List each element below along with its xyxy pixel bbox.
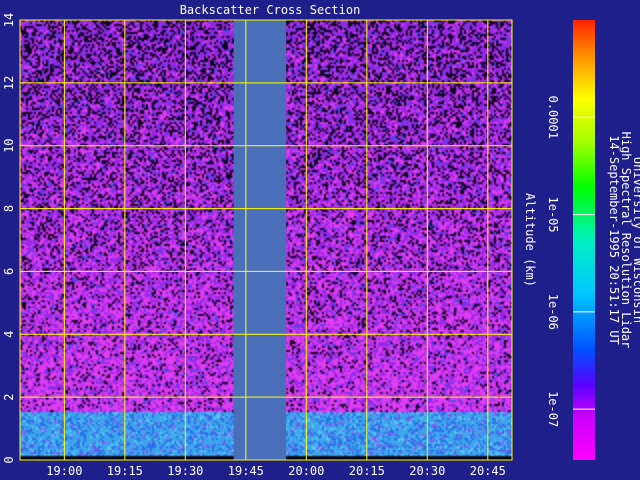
annotation-line-2: High Spectral Resolution Lidar — [619, 132, 633, 349]
x-tick-label: 19:15 — [107, 464, 143, 478]
y-axis-label: Altitude (km) — [523, 193, 537, 287]
y-tick-label: 10 — [2, 138, 16, 152]
y-tick-label: 0 — [2, 456, 16, 463]
x-axis-ticks: 19:00 19:15 19:30 19:45 20:00 20:15 20:30 20:45 — [46, 464, 506, 478]
colorbar-gradient — [573, 20, 595, 460]
x-tick-label: 20:30 — [409, 464, 445, 478]
y-axis-ticks: 0 2 4 6 8 10 12 14 — [2, 13, 16, 464]
annotation-line-1: University of Wisconsin — [631, 157, 640, 323]
colorbar-ticks: 1e-07 1e-06 1e-05 0.0001 — [546, 96, 595, 427]
y-tick-label: 2 — [2, 394, 16, 401]
colorbar: 1e-07 1e-06 1e-05 0.0001 — [546, 20, 595, 460]
y-tick-label: 12 — [2, 76, 16, 90]
colorbar-tick-label: 1e-05 — [546, 197, 560, 233]
plot-frame — [19, 19, 513, 461]
colorbar-tick-label: 1e-07 — [546, 391, 560, 427]
x-tick-label: 19:30 — [167, 464, 203, 478]
x-tick-label: 20:00 — [288, 464, 324, 478]
colorbar-tick-label: 0.0001 — [546, 96, 560, 139]
x-tick-label: 20:45 — [470, 464, 506, 478]
instrument-annotation: University of Wisconsin High Spectral Re… — [607, 132, 640, 349]
colorbar-tick-label: 1e-06 — [546, 294, 560, 330]
y-tick-label: 6 — [2, 268, 16, 275]
y-tick-label: 4 — [2, 331, 16, 338]
y-tick-label: 8 — [2, 205, 16, 212]
y-tick-label: 14 — [2, 13, 16, 27]
data-gap-region — [233, 20, 287, 460]
annotation-line-3: 14-September-1995 20:51:17 UT — [607, 135, 621, 345]
x-tick-label: 19:45 — [228, 464, 264, 478]
chart-title: Backscatter Cross Section — [180, 3, 361, 17]
x-tick-label: 20:15 — [349, 464, 385, 478]
plot-area — [19, 19, 513, 461]
x-tick-label: 19:00 — [46, 464, 82, 478]
